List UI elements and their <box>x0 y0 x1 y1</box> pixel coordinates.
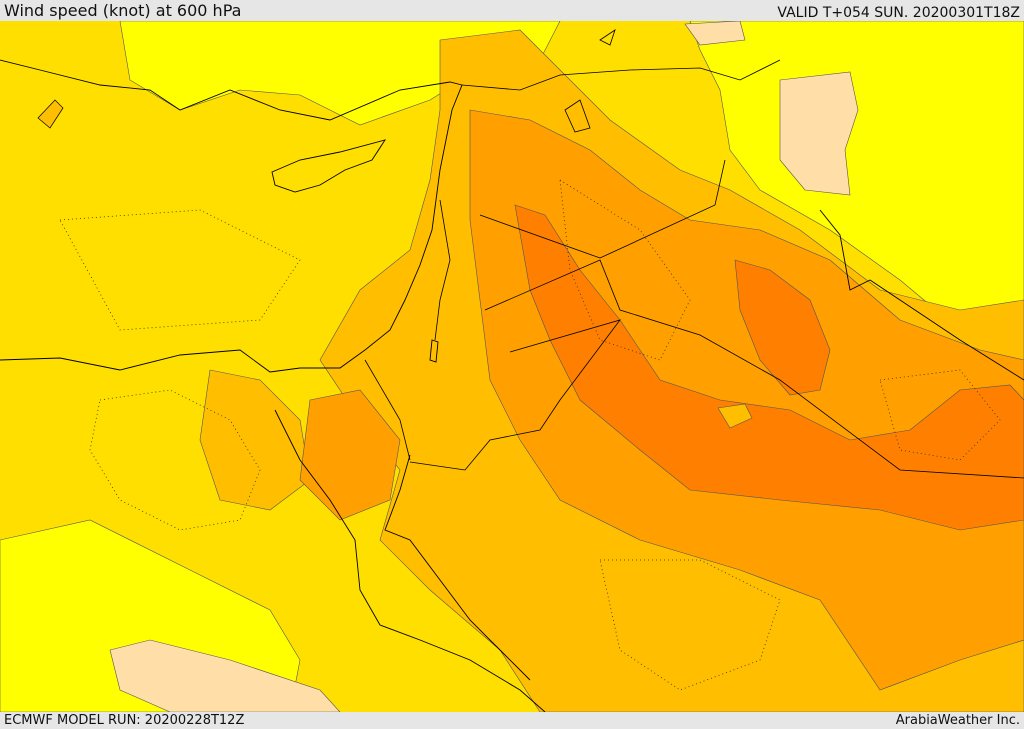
border-iraq-saudi <box>484 259 1024 479</box>
jet-core-band <box>514 204 1024 531</box>
weak-wind-pocket <box>717 403 753 429</box>
cyprus-outline <box>271 139 387 193</box>
strong-wind-band <box>469 109 1024 691</box>
map-footer: ECMWF MODEL RUN: 20200228T12Z ArabiaWeat… <box>0 712 1024 729</box>
wind-speed-map[interactable] <box>0 21 1024 712</box>
dotted-contour-egypt <box>89 389 261 531</box>
red-sea-east-coast <box>384 454 531 681</box>
moderate-wind-sinai <box>199 369 311 511</box>
lake-outline-north <box>599 29 616 46</box>
dotted-contour-arabia <box>599 559 781 691</box>
map-title: Wind speed (knot) at 600 hPa <box>4 1 242 20</box>
dotted-contour-sea <box>59 209 301 331</box>
calm-patch-northeast <box>779 71 859 196</box>
calm-patch-north <box>684 21 746 46</box>
jet-core-patch-east <box>734 259 831 396</box>
dotted-contour-gulf <box>879 369 1001 461</box>
border-syria-iraq <box>479 159 726 259</box>
credit-label: ArabiaWeather Inc. <box>895 713 1020 728</box>
map-canvas <box>0 21 1024 712</box>
calm-patch-southwest <box>109 639 341 712</box>
valid-time: VALID T+054 SUN. 20200301T18Z <box>777 5 1020 21</box>
low-wind-northeast-region <box>689 21 1024 331</box>
strong-wind-patch-west <box>299 389 401 521</box>
crete-outline <box>37 99 64 129</box>
border-jordan-valley <box>434 199 451 341</box>
dead-sea-outline <box>429 339 439 363</box>
gulf-coastline <box>819 209 1024 381</box>
lake-outline <box>564 99 591 133</box>
border-israel-egypt <box>364 359 411 461</box>
model-run-label: ECMWF MODEL RUN: 20200228T12Z <box>4 713 245 728</box>
map-header: Wind speed (knot) at 600 hPa VALID T+054… <box>0 0 1024 21</box>
mediterranean-coastline <box>0 59 463 373</box>
border-turkey-syria-iraq <box>461 59 781 91</box>
border-jordan-saudi <box>409 319 622 471</box>
red-sea-west-coast <box>274 409 546 712</box>
